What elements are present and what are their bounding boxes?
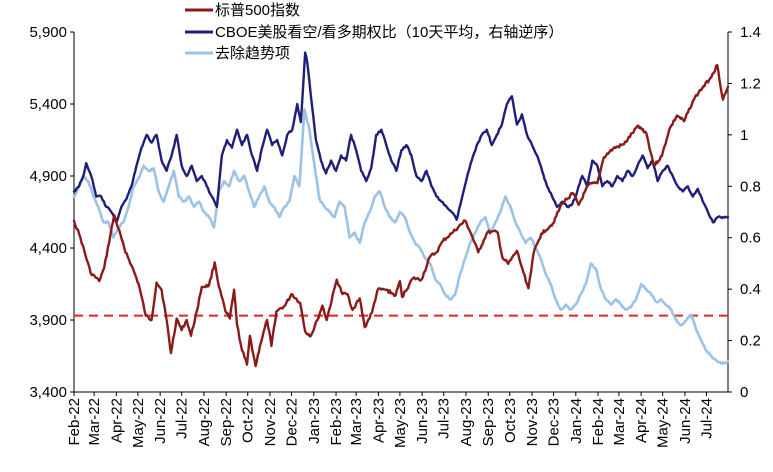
x-tick-label: Mar-22	[86, 398, 103, 446]
x-tick-label: Feb-24	[590, 398, 607, 446]
x-tick-label: Jun-22	[152, 398, 169, 444]
x-tick-label: Sep-23	[480, 398, 497, 446]
y-right-tick-label: 1.2	[740, 75, 761, 92]
y-left-tick-label: 4,400	[29, 240, 67, 257]
x-tick-label: Jul-24	[698, 398, 715, 439]
x-tick-label: Jul-22	[174, 398, 191, 439]
x-tick-label: Jul-23	[436, 398, 453, 439]
x-tick-label: Dec-23	[546, 398, 563, 446]
legend-label-putcall: CBOE美股看空/看多期权比（10天平均，右轴逆序）	[215, 24, 563, 41]
axes: 3,400 3,900 4,400 4,900 5,400 5,900 0 0.2 0.4 0.6…	[29, 24, 760, 448]
y-right-tick-label: 0.2	[740, 333, 761, 350]
x-tick-label: Jun-24	[677, 398, 694, 444]
x-tick-label: Jun-23	[414, 398, 431, 444]
y-right-tick-label: 1.4	[740, 24, 761, 41]
x-tick-label: Dec-22	[284, 398, 301, 446]
y-left-tick-label: 3,900	[29, 312, 67, 329]
y-right-tick-label: 1	[740, 127, 748, 144]
x-tick-label: Sep-22	[218, 398, 235, 446]
y-left-tick-label: 5,400	[29, 96, 67, 113]
x-tick-label: May-22	[130, 398, 147, 448]
x-tick-label: Nov-23	[524, 398, 541, 446]
x-tick-label: Mar-23	[348, 398, 365, 446]
x-tick-label: Feb-22	[66, 398, 83, 446]
series-line-detrended	[72, 107, 730, 366]
series-line-sp500	[72, 63, 730, 368]
x-tick-label: Apr-23	[370, 398, 387, 443]
x-tick-label: Apr-22	[108, 398, 125, 443]
x-tick-label: Jan-24	[568, 398, 585, 444]
y-left-tick-label: 5,900	[29, 24, 67, 41]
x-tick-label: May-24	[655, 398, 672, 448]
y-right-tick-label: 0.4	[740, 281, 761, 298]
y-right-tick-label: 0	[740, 384, 748, 401]
x-tick-label: Nov-22	[262, 398, 279, 446]
x-tick-label: Apr-24	[633, 398, 650, 443]
series-group	[72, 51, 730, 368]
x-tick-label: May-23	[392, 398, 409, 448]
x-tick-label: Mar-24	[611, 398, 628, 446]
series-line-putcall-ratio	[72, 51, 730, 224]
x-tick-label: Feb-23	[328, 398, 345, 446]
legend: 标普500指数 CBOE美股看空/看多期权比（10天平均，右轴逆序） 去除趋势项	[185, 2, 563, 62]
x-tick-label: Oct-22	[240, 398, 257, 443]
legend-label-sp500: 标普500指数	[215, 2, 300, 19]
x-tick-label: Oct-23	[502, 398, 519, 443]
legend-label-detrended: 去除趋势项	[215, 45, 290, 62]
y-right-tick-label: 0.6	[740, 230, 761, 247]
y-right-tick-label: 0.8	[740, 178, 761, 195]
y-left-tick-label: 3,400	[29, 384, 67, 401]
x-tick-label: Jan-23	[306, 398, 323, 444]
y-left-tick-label: 4,900	[29, 168, 67, 185]
x-tick-label: Aug-23	[458, 398, 475, 446]
x-tick-label: Aug-22	[196, 398, 213, 446]
